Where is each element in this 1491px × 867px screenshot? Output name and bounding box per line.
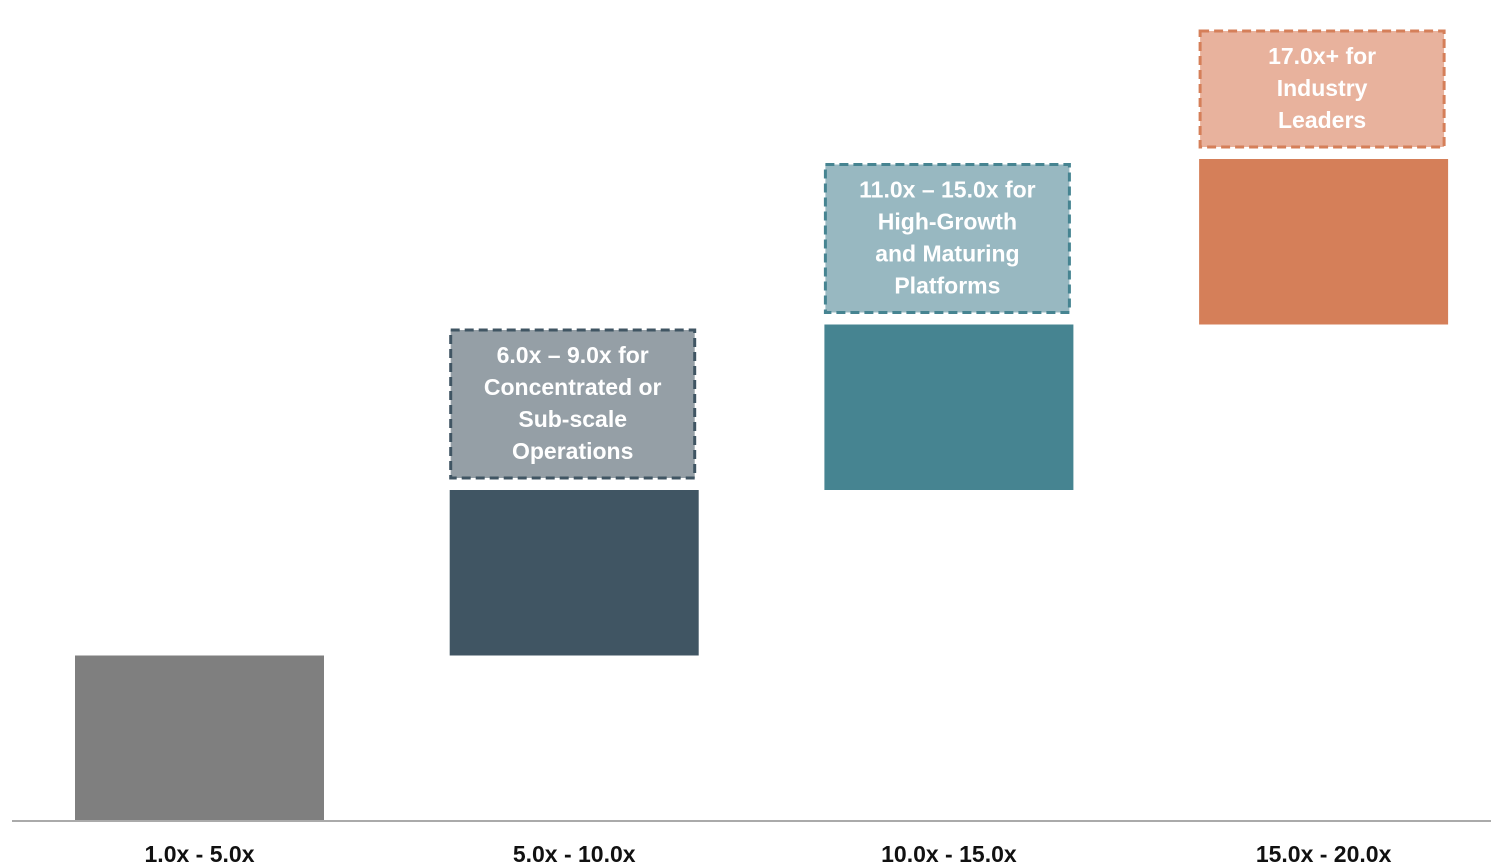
category-label-3: 10.0x - 15.0x [881, 841, 1017, 867]
callout-box-2 [449, 328, 697, 480]
callout-2: 6.0x – 9.0x for Concentrated or Sub-scale O… [449, 328, 697, 480]
callout-line: 17.0x+ for [1268, 43, 1376, 69]
callout-line: High-Growth [878, 209, 1017, 235]
callout-line: Platforms [894, 273, 1000, 299]
callout-text-2: 6.0x – 9.0x for Concentrated or Sub-scale O… [484, 342, 662, 464]
category-labels: 1.0x - 5.0x 5.0x - 10.0x 10.0x - 15.0x 15.0… [145, 841, 1392, 867]
callout-3: 11.0x – 15.0x for High-Growth and Maturing… [823, 163, 1071, 314]
callout-box-4 [1198, 29, 1446, 149]
callout-text-3: 11.0x – 15.0x for High-Growth and Maturing… [859, 177, 1036, 299]
callout-line: Concentrated or [484, 374, 662, 400]
bars-layer [75, 159, 1449, 821]
callout-box-3 [823, 163, 1071, 314]
callout-text-4: 17.0x+ for Industry Leaders [1268, 43, 1376, 133]
category-label-4: 15.0x - 20.0x [1256, 841, 1392, 867]
bar-3 [824, 324, 1074, 490]
category-label-2: 5.0x - 10.0x [513, 841, 636, 867]
callout-line: 6.0x – 9.0x for [497, 342, 649, 368]
callout-4: 17.0x+ for Industry Leaders [1198, 29, 1446, 149]
category-label-1: 1.0x - 5.0x [145, 841, 255, 867]
bar-2 [449, 490, 699, 656]
callout-line: Operations [512, 438, 633, 464]
callout-line: Leaders [1278, 107, 1366, 133]
callout-line: Industry [1277, 75, 1368, 101]
bar-4 [1199, 159, 1449, 325]
callout-line: 11.0x – 15.0x for [859, 177, 1036, 203]
callout-line: Sub-scale [518, 406, 627, 432]
bar-1 [75, 655, 324, 821]
callout-line: and Maturing [875, 241, 1019, 267]
callouts-layer: 6.0x – 9.0x for Concentrated or Sub-scale O… [449, 29, 1446, 480]
